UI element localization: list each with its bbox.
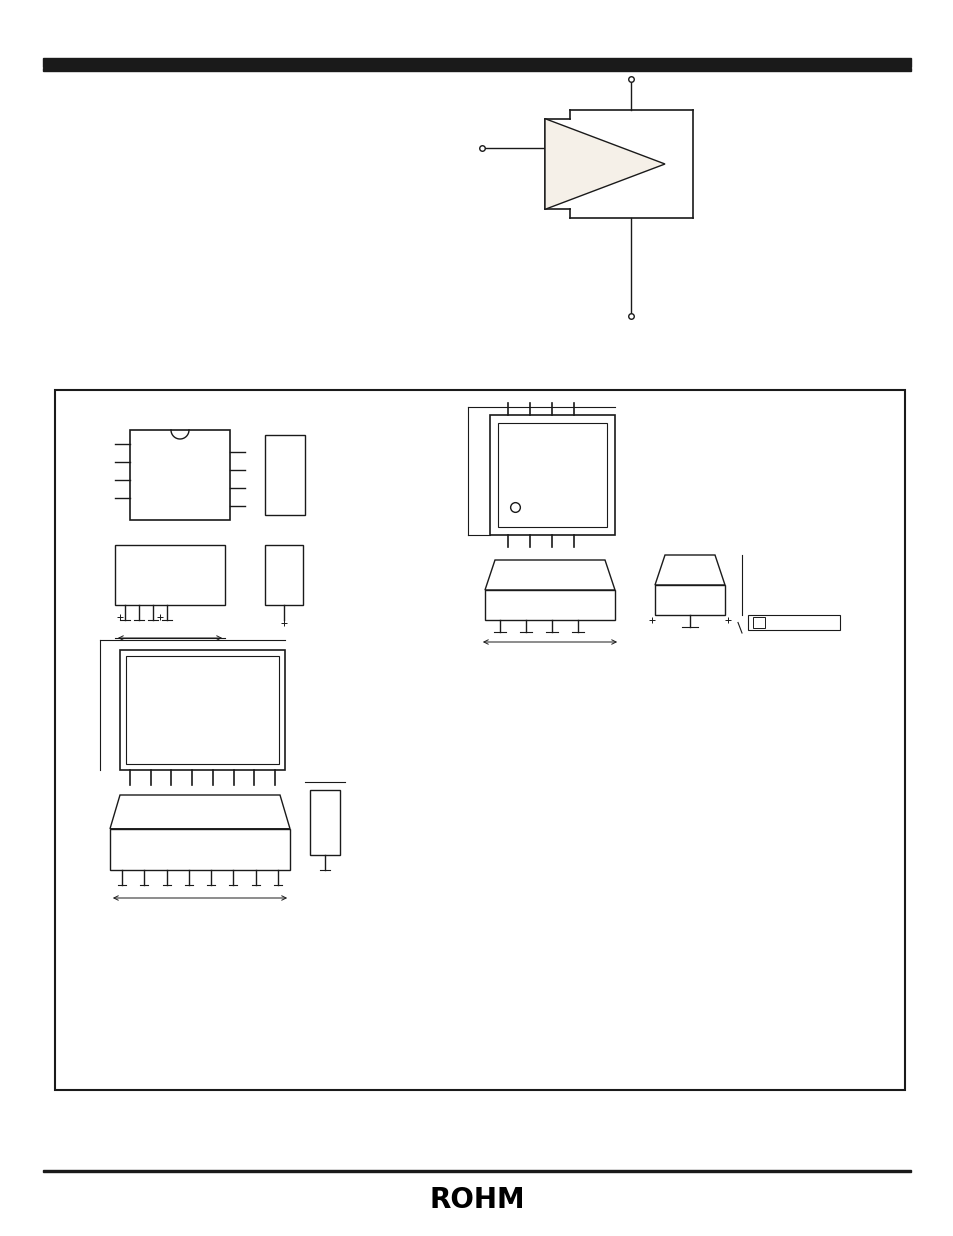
Bar (265, 545, 303, 604)
Bar (126, 656, 278, 764)
Text: ROHM: ROHM (429, 1187, 524, 1214)
Bar (747, 616, 840, 630)
Bar (484, 590, 615, 620)
Bar (497, 423, 606, 527)
Bar (55, 391, 904, 1090)
Bar (490, 415, 615, 535)
Bar (265, 435, 305, 515)
Bar (110, 829, 290, 870)
Bar (655, 585, 724, 616)
Bar (752, 617, 764, 628)
Bar (43, 58, 910, 67)
Bar (115, 545, 225, 604)
Bar (120, 650, 285, 770)
Bar (43, 68, 910, 70)
Bar (130, 430, 230, 520)
Bar (310, 790, 339, 855)
Polygon shape (544, 119, 664, 209)
Bar (43, 1170, 910, 1172)
